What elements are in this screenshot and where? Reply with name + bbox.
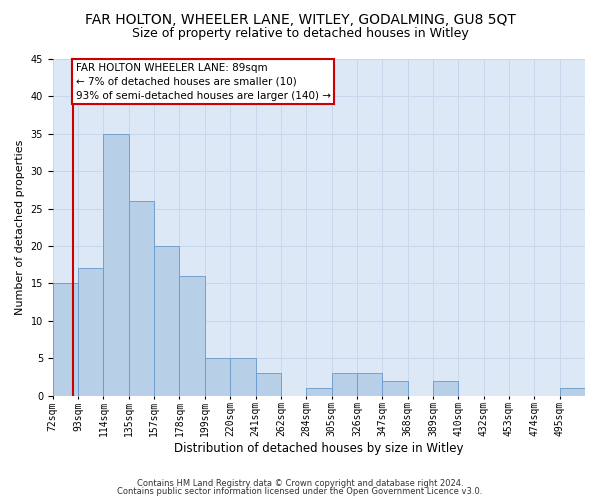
Bar	[154, 246, 179, 396]
Bar	[382, 380, 407, 396]
X-axis label: Distribution of detached houses by size in Witley: Distribution of detached houses by size …	[174, 442, 464, 455]
Bar	[332, 373, 357, 396]
Text: Contains public sector information licensed under the Open Government Licence v3: Contains public sector information licen…	[118, 487, 482, 496]
Y-axis label: Number of detached properties: Number of detached properties	[15, 140, 25, 315]
Bar	[78, 268, 103, 396]
Bar	[53, 284, 78, 396]
Bar	[256, 373, 281, 396]
Text: FAR HOLTON WHEELER LANE: 89sqm
← 7% of detached houses are smaller (10)
93% of s: FAR HOLTON WHEELER LANE: 89sqm ← 7% of d…	[76, 62, 331, 100]
Bar	[230, 358, 256, 396]
Bar	[560, 388, 585, 396]
Bar	[205, 358, 230, 396]
Text: FAR HOLTON, WHEELER LANE, WITLEY, GODALMING, GU8 5QT: FAR HOLTON, WHEELER LANE, WITLEY, GODALM…	[85, 12, 515, 26]
Bar	[433, 380, 458, 396]
Text: Size of property relative to detached houses in Witley: Size of property relative to detached ho…	[131, 28, 469, 40]
Text: Contains HM Land Registry data © Crown copyright and database right 2024.: Contains HM Land Registry data © Crown c…	[137, 478, 463, 488]
Bar	[129, 201, 154, 396]
Bar	[357, 373, 382, 396]
Bar	[103, 134, 129, 396]
Bar	[179, 276, 205, 396]
Bar	[306, 388, 332, 396]
